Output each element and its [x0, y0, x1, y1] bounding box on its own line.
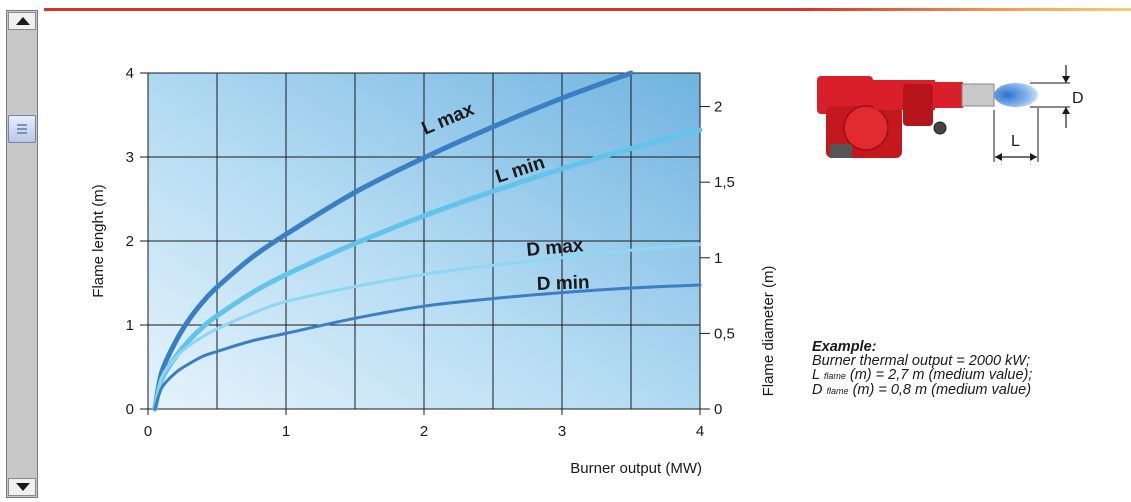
- y-tick-label: 0: [126, 401, 134, 418]
- y2-axis-label: Flame diameter (m): [760, 266, 777, 397]
- y-tick-label: 1: [126, 317, 134, 334]
- y-axis-label: Flame lenght (m): [90, 184, 107, 297]
- burner-tube: [935, 82, 963, 108]
- example-d-sub: flame: [826, 386, 849, 396]
- diameter-arrowhead-bottom: [1062, 107, 1070, 114]
- thumb-grip-line: [17, 132, 27, 134]
- length-label: L: [1011, 133, 1020, 150]
- x-tick-label: 3: [558, 423, 566, 440]
- arrow-up-icon: [16, 17, 30, 25]
- example-l-rest: (m) = 2,7 m (medium value);: [849, 367, 1033, 383]
- x-tick-label: 2: [420, 423, 428, 440]
- burner-motor: [903, 84, 933, 126]
- x-tick-label: 1: [282, 423, 290, 440]
- series-line: [153, 283, 702, 411]
- scroll-down-button[interactable]: [8, 478, 36, 496]
- scroll-thumb[interactable]: [8, 115, 36, 143]
- example-note: Example: Burner thermal output = 2000 kW…: [812, 340, 1122, 398]
- arrow-down-icon: [16, 483, 30, 491]
- example-title: Example:: [812, 339, 877, 355]
- y2-tick-label: 1: [714, 250, 722, 267]
- vertical-scrollbar[interactable]: [6, 10, 38, 498]
- example-line-output: Burner thermal output = 2000 kW;: [812, 353, 1031, 369]
- header-accent-bar: [44, 8, 1131, 11]
- example-l-prefix: L: [812, 367, 820, 383]
- scroll-up-button[interactable]: [8, 12, 36, 30]
- x-axis-label: Burner output (MW): [570, 460, 702, 477]
- example-line-diameter: D flame (m) = 0,8 m (medium value): [812, 383, 1122, 398]
- series-line: [153, 242, 702, 411]
- burner-fan: [843, 105, 889, 151]
- series-group: [152, 70, 703, 412]
- diameter-label: D: [1072, 90, 1084, 107]
- curve-label: D min: [536, 272, 589, 295]
- example-d-prefix: D: [812, 382, 823, 398]
- y2-tick-label: 0,5: [714, 325, 735, 342]
- burner-diagram: D L: [817, 65, 1084, 162]
- x-tick-label: 4: [696, 423, 704, 440]
- example-l-sub: flame: [823, 371, 846, 381]
- burner-body: [817, 76, 873, 114]
- example-line-length: L flame (m) = 2,7 m (medium value);: [812, 368, 1122, 383]
- y-tick-label: 2: [126, 233, 134, 250]
- flame-shape: [994, 83, 1038, 107]
- burner-base: [830, 144, 852, 158]
- x-tick-label: 0: [144, 423, 152, 440]
- y-tick-label: 3: [126, 149, 134, 166]
- thumb-grip-line: [17, 128, 27, 130]
- series-line: [152, 70, 634, 412]
- y2-tick-label: 1,5: [714, 174, 735, 191]
- y-tick-label: 4: [126, 65, 134, 82]
- y2-tick-label: 0: [714, 401, 722, 418]
- length-arrowhead-left: [995, 153, 1002, 161]
- y2-tick-label: 2: [714, 99, 722, 116]
- curve-label: D max: [526, 235, 585, 261]
- example-d-rest: (m) = 0,8 m (medium value): [852, 382, 1032, 398]
- diameter-arrowhead-top: [1062, 76, 1070, 83]
- burner-knob: [933, 121, 947, 135]
- length-arrowhead-right: [1030, 153, 1037, 161]
- burner-nozzle: [961, 83, 995, 107]
- thumb-grip-line: [17, 124, 27, 126]
